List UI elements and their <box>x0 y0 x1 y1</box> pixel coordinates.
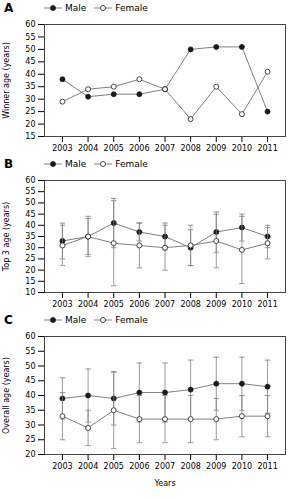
svg-text:2003: 2003 <box>52 462 72 471</box>
svg-text:2010: 2010 <box>232 144 252 153</box>
svg-text:2009: 2009 <box>206 144 226 153</box>
svg-text:2008: 2008 <box>180 462 200 471</box>
svg-text:50: 50 <box>25 362 35 371</box>
svg-text:40: 40 <box>25 221 35 230</box>
svg-text:50: 50 <box>25 198 35 207</box>
html-text:B: B <box>4 157 14 171</box>
svg-text:2011: 2011 <box>257 462 277 471</box>
svg-text:40: 40 <box>25 70 35 79</box>
svg-text:2003: 2003 <box>52 300 72 309</box>
svg-text:2006: 2006 <box>129 462 149 471</box>
svg-text:25: 25 <box>25 435 35 444</box>
svg-text:2004: 2004 <box>78 144 98 153</box>
svg-text:30: 30 <box>25 243 35 252</box>
html-text:C: C <box>4 313 13 327</box>
svg-text:15: 15 <box>25 277 35 286</box>
svg-text:50: 50 <box>25 45 35 54</box>
svg-text:Years: Years <box>153 479 175 488</box>
html-text:Female: Female <box>115 3 148 13</box>
svg-text:45: 45 <box>25 210 35 219</box>
svg-text:2007: 2007 <box>155 144 175 153</box>
svg-text:20: 20 <box>25 120 35 129</box>
svg-text:30: 30 <box>25 421 35 430</box>
svg-text:2006: 2006 <box>129 300 149 309</box>
svg-text:2009: 2009 <box>206 300 226 309</box>
svg-text:Top 3 age (years): Top 3 age (years) <box>2 202 11 272</box>
svg-text:Winner age (years): Winner age (years) <box>2 42 11 119</box>
svg-text:35: 35 <box>25 82 35 91</box>
svg-text:60: 60 <box>25 176 35 185</box>
svg-text:20: 20 <box>25 266 35 275</box>
svg-text:40: 40 <box>25 391 35 400</box>
svg-text:35: 35 <box>25 406 35 415</box>
html-text:A: A <box>4 1 14 15</box>
svg-text:2010: 2010 <box>232 300 252 309</box>
svg-text:2011: 2011 <box>257 144 277 153</box>
html-text:Female: Female <box>115 159 148 169</box>
svg-text:20: 20 <box>25 450 35 459</box>
svg-text:2006: 2006 <box>129 144 149 153</box>
svg-text:25: 25 <box>25 107 35 116</box>
svg-text:15: 15 <box>25 132 35 141</box>
svg-text:2005: 2005 <box>104 144 124 153</box>
svg-text:35: 35 <box>25 232 35 241</box>
svg-text:2003: 2003 <box>52 144 72 153</box>
html-text:Female: Female <box>115 315 148 325</box>
svg-text:10: 10 <box>25 288 35 297</box>
svg-text:45: 45 <box>25 376 35 385</box>
svg-text:2004: 2004 <box>78 300 98 309</box>
svg-text:55: 55 <box>25 33 35 42</box>
svg-text:55: 55 <box>25 347 35 356</box>
svg-text:55: 55 <box>25 187 35 196</box>
svg-text:25: 25 <box>25 254 35 263</box>
svg-text:45: 45 <box>25 57 35 66</box>
svg-text:2007: 2007 <box>155 300 175 309</box>
svg-text:2008: 2008 <box>180 300 200 309</box>
svg-text:2004: 2004 <box>78 462 98 471</box>
html-text:Male: Male <box>65 159 87 169</box>
html-text:Male: Male <box>65 315 87 325</box>
svg-text:2009: 2009 <box>206 462 226 471</box>
svg-text:2005: 2005 <box>104 462 124 471</box>
svg-text:60: 60 <box>25 20 35 29</box>
svg-text:2007: 2007 <box>155 462 175 471</box>
svg-text:2008: 2008 <box>180 144 200 153</box>
svg-text:2005: 2005 <box>104 300 124 309</box>
svg-text:30: 30 <box>25 95 35 104</box>
svg-text:Overall age (years): Overall age (years) <box>2 357 11 434</box>
svg-text:60: 60 <box>25 332 35 341</box>
svg-text:2010: 2010 <box>232 462 252 471</box>
svg-text:2011: 2011 <box>257 300 277 309</box>
html-text:Male: Male <box>65 3 87 13</box>
